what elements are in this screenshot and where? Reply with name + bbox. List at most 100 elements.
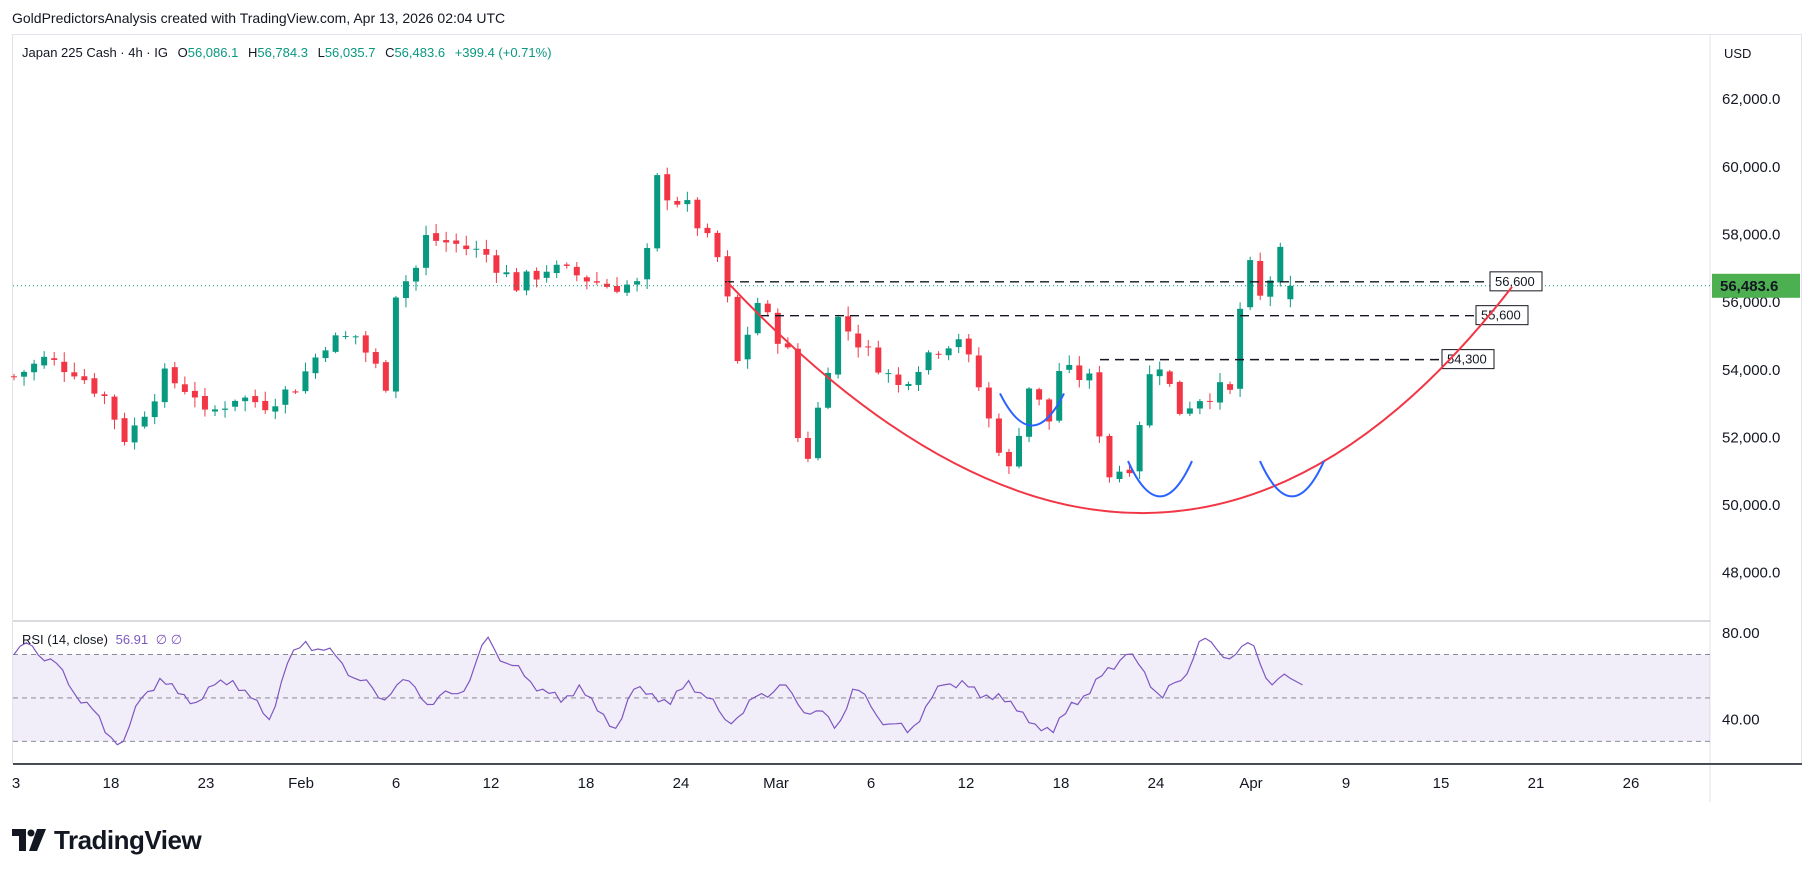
candle-body <box>1257 260 1264 296</box>
candle-body <box>774 312 781 344</box>
candle-body <box>804 437 811 459</box>
tradingview-logo-icon <box>12 829 46 851</box>
candle-body <box>1005 451 1012 467</box>
candle-body <box>925 352 932 371</box>
candle-body <box>11 376 17 378</box>
candle-body <box>905 383 912 387</box>
time-tick-label: 23 <box>198 775 215 792</box>
candle-body <box>553 264 560 274</box>
candle-body <box>242 397 249 402</box>
candle-body <box>533 270 540 280</box>
candle-body <box>1066 364 1073 370</box>
candle-body <box>232 400 239 407</box>
candle-body <box>332 335 339 352</box>
candle-body <box>634 281 641 285</box>
rsi-value: 56.91 <box>115 632 149 647</box>
candle-body <box>835 316 842 375</box>
candle-body <box>81 376 88 381</box>
candle-body <box>503 272 510 275</box>
candle-body <box>794 348 801 439</box>
price-tick-label: 56,000.0 <box>1722 294 1780 311</box>
candle-body <box>714 232 721 258</box>
symbol-legend[interactable]: Japan 225 Cash · 4h · IG O56,086.1 H56,7… <box>22 45 552 60</box>
candle-body <box>131 425 138 443</box>
currency-label[interactable]: USD <box>1724 46 1752 61</box>
candle-body <box>865 346 872 348</box>
candle-body <box>955 339 962 348</box>
candle-body <box>975 355 982 388</box>
candle-body <box>413 267 419 282</box>
level-label: 56,600 <box>1495 274 1535 289</box>
rsi-tick-label: 40.00 <box>1722 712 1760 729</box>
rounded-bottom-arc <box>999 392 1065 427</box>
open-value: 56,086.1 <box>187 45 239 60</box>
candle-body <box>704 227 711 234</box>
candle-body <box>1036 389 1043 400</box>
rsi-legend[interactable]: RSI (14, close) 56.91 ∅ ∅ <box>22 632 182 648</box>
candle-body <box>1016 435 1022 467</box>
candle-body <box>171 367 178 384</box>
candle-body <box>885 373 892 375</box>
rsi-tick-label: 80.00 <box>1722 625 1760 642</box>
candle-body <box>965 338 972 355</box>
candle-body <box>825 372 832 408</box>
candle-body <box>764 303 771 313</box>
candle-body <box>1237 308 1244 389</box>
candle-body <box>1046 399 1053 422</box>
candle-body <box>784 343 791 348</box>
candle-body <box>1096 372 1103 437</box>
high-value: 56,784.3 <box>257 45 308 60</box>
level-label-box <box>1489 271 1543 292</box>
candle-body <box>91 378 98 394</box>
candle-body <box>614 285 620 292</box>
price-tick-label: 60,000.0 <box>1722 159 1780 176</box>
price-tick-label: 54,000.0 <box>1722 362 1780 379</box>
candle-body <box>664 174 671 201</box>
level-label-box <box>1475 305 1529 326</box>
candle-body <box>1056 371 1063 421</box>
candle-body <box>1166 371 1173 384</box>
candle-body <box>1136 425 1143 472</box>
candle-body <box>111 396 118 420</box>
candle-body <box>945 348 952 356</box>
candle-body <box>342 336 349 338</box>
price-tick-label: 48,000.0 <box>1722 565 1780 582</box>
candle-body <box>252 396 259 403</box>
candle-body <box>1146 374 1153 426</box>
candle-body <box>543 271 550 278</box>
close-label: C <box>385 45 395 60</box>
candle-body <box>443 240 450 243</box>
candle-body <box>312 357 319 374</box>
time-tick-label: 9 <box>1342 775 1350 792</box>
time-tick-label: 18 <box>103 775 120 792</box>
candle-body <box>101 394 108 396</box>
candle-body <box>433 233 440 241</box>
candle-body <box>362 335 369 353</box>
candle-body <box>473 248 480 250</box>
price-tick-label: 62,000.0 <box>1722 91 1780 108</box>
candle-body <box>1206 400 1213 402</box>
candle-body <box>1116 471 1123 479</box>
tradingview-logo: TradingView <box>12 825 202 855</box>
candle-body <box>1277 246 1284 283</box>
candle-body <box>272 406 279 412</box>
candle-body <box>724 256 731 297</box>
candle-body <box>222 408 229 410</box>
candle-body <box>302 371 309 392</box>
candle-body <box>815 407 821 459</box>
candle-body <box>684 200 691 205</box>
time-tick-label: 24 <box>1148 775 1165 792</box>
time-tick-label: 21 <box>1528 775 1545 792</box>
candle-body <box>935 353 942 355</box>
candle-body <box>322 350 329 359</box>
candle-body <box>262 400 269 411</box>
candle-body <box>1026 388 1033 437</box>
candle-body <box>1186 408 1193 414</box>
candle-body <box>603 283 610 287</box>
candle-body <box>734 296 741 362</box>
rounded-bottom-arc <box>1127 460 1193 498</box>
candle-body <box>985 387 992 419</box>
candle-body <box>423 235 430 268</box>
candle-body <box>382 362 389 391</box>
